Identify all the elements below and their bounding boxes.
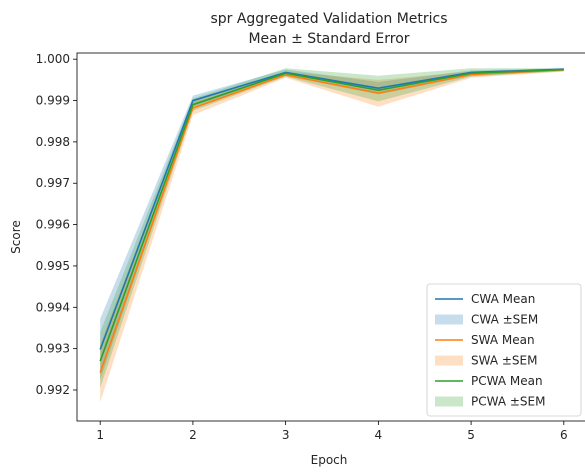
x-axis-label: Epoch — [311, 453, 348, 467]
legend-label: PCWA Mean — [471, 374, 543, 388]
chart-subtitle: Mean ± Standard Error — [248, 31, 409, 47]
y-tick-label: 0.999 — [36, 94, 70, 108]
legend-label: SWA ±SEM — [471, 354, 537, 368]
x-tick-label: 2 — [189, 428, 197, 442]
series-lines — [99, 68, 564, 373]
legend-label: SWA Mean — [471, 333, 535, 347]
y-tick-label: 0.996 — [36, 218, 70, 232]
legend-label: CWA ±SEM — [471, 313, 538, 327]
x-tick-label: 1 — [96, 428, 104, 442]
y-tick-label: 0.995 — [36, 259, 70, 273]
series-line-2 — [99, 68, 564, 362]
x-tick-label: 4 — [375, 428, 383, 442]
legend: CWA Mean CWA ±SEM SWA Mean SWA ±SEM PCWA Mea… — [426, 283, 582, 417]
x-tick-label: 6 — [560, 428, 568, 442]
plot-frame — [76, 52, 585, 422]
y-tick-label: 0.993 — [36, 342, 70, 356]
legend-band-swatch — [435, 396, 463, 407]
x-tick-label: 3 — [282, 428, 290, 442]
legend-label: CWA Mean — [471, 292, 535, 306]
legend-band-swatch — [435, 355, 463, 366]
chart-title: spr Aggregated Validation Metrics — [210, 11, 447, 27]
y-axis-label: Score — [9, 220, 23, 254]
legend-box — [426, 283, 582, 417]
series-line-1 — [99, 69, 564, 373]
y-axis: 0.992 0.993 0.994 0.995 0.996 0.997 0.998 0.999… — [36, 52, 77, 397]
legend-label: PCWA ±SEM — [471, 395, 545, 409]
y-tick-label: 0.992 — [36, 383, 70, 397]
y-tick-label: 0.998 — [36, 135, 70, 149]
y-tick-label: 1.000 — [36, 52, 70, 66]
x-tick-label: 5 — [467, 428, 475, 442]
x-axis: 1 2 3 4 5 6 — [96, 421, 568, 442]
y-tick-label: 0.994 — [36, 300, 70, 314]
y-tick-label: 0.997 — [36, 176, 70, 190]
legend-band-swatch — [435, 314, 463, 325]
